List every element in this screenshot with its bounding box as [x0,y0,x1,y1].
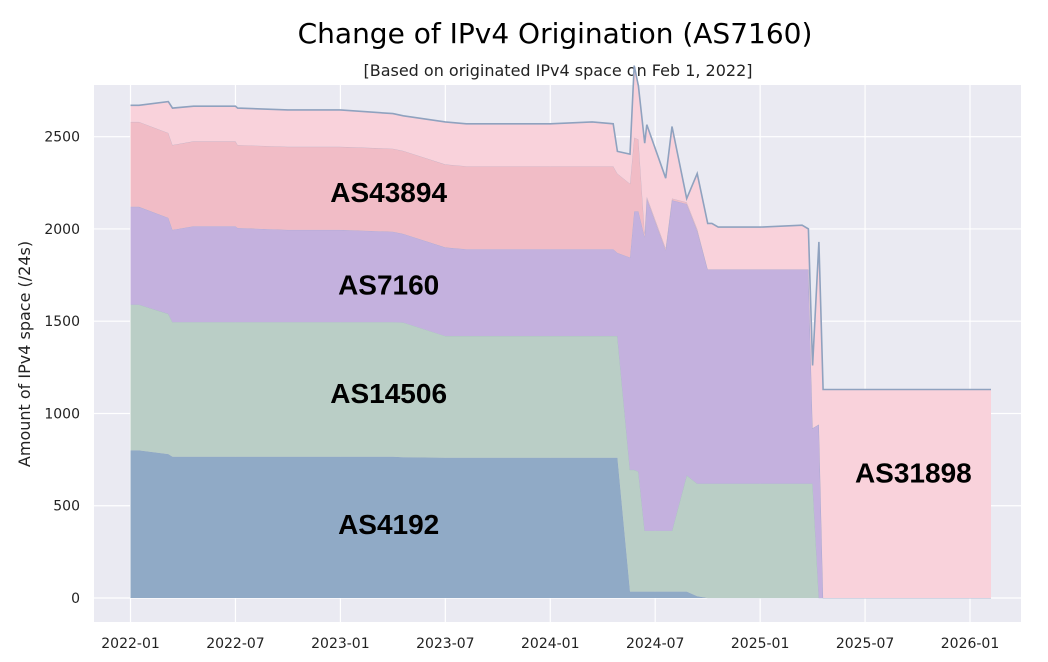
area-label-as14506: AS14506 [330,378,447,409]
x-tick-label: 2023-01 [311,636,370,652]
x-tick-label: 2024-07 [626,636,685,652]
area-as31898 [130,65,991,599]
y-tick-label: 2500 [44,130,80,146]
area-label-as31898: AS31898 [855,458,972,489]
stacked-areas [130,65,991,599]
x-tick-label: 2022-01 [101,636,160,652]
x-axis-ticks: 2022-01 2022-07 2023-01 2023-07 2024-01 2024-… [101,636,999,652]
x-tick-label: 2024-01 [521,636,580,652]
y-axis-ticks: 0 500 1000 1500 2000 2500 [44,130,80,607]
y-tick-label: 0 [71,591,80,607]
chart-title: Change of IPv4 Origination (AS7160) [298,17,813,50]
area-as7160 [130,198,991,598]
x-tick-label: 2025-07 [836,636,895,652]
area-labels: AS43894 AS7160 AS14506 AS4192 AS31898 [330,177,971,540]
area-edge-as31898 [130,65,991,391]
area-label-as43894: AS43894 [330,177,447,208]
y-tick-label: 2000 [44,222,80,238]
y-tick-label: 1500 [44,314,80,330]
x-tick-label: 2025-01 [731,636,790,652]
area-label-as7160: AS7160 [338,269,439,300]
area-as4192 [130,450,991,598]
y-axis-label: Amount of IPv4 space (/24s) [15,241,34,467]
chart-subtitle: [Based on originated IPv4 space on Feb 1… [363,61,752,80]
area-label-as4192: AS4192 [338,509,439,540]
x-tick-label: 2022-07 [206,636,265,652]
x-tick-label: 2023-07 [416,636,475,652]
area-as14506 [130,304,991,598]
y-tick-label: 500 [53,499,80,515]
y-tick-label: 1000 [44,406,80,422]
x-tick-label: 2026-01 [941,636,1000,652]
area-as43894 [130,121,991,599]
